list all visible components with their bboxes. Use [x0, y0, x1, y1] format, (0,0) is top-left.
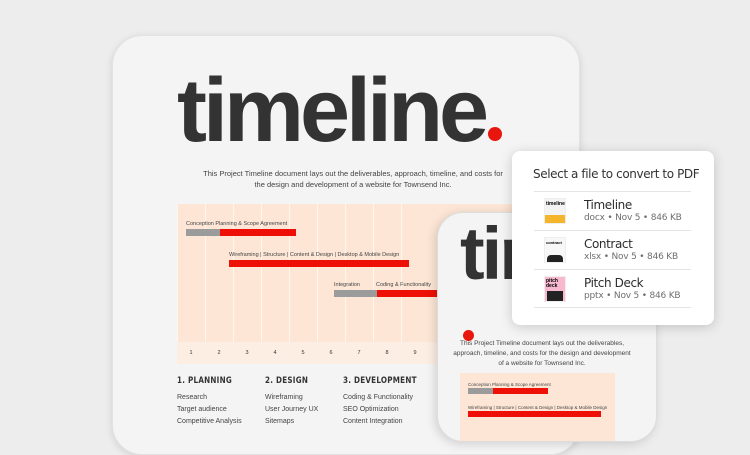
file-thumbnail: pitch deck: [544, 276, 566, 302]
section-item: Competitive Analysis: [177, 418, 242, 425]
column-divider: [373, 204, 374, 364]
section-design: 2. DESIGN Wireframing User Journey UX Si…: [265, 376, 319, 428]
popup-title: Select a file to convert to PDF: [533, 167, 700, 181]
chart-row-label: Coding & Functionality: [376, 282, 432, 288]
file-item-contract[interactable]: contract Contract xlsx • Nov 5 • 846 KB: [534, 230, 691, 269]
column-divider: [233, 204, 234, 364]
column-divider: [205, 204, 206, 364]
section-heading: 3. DEVELOPMENT: [343, 376, 417, 386]
bar-planning: [220, 229, 296, 236]
convert-to-pdf-popup: Select a file to convert to PDF timeline…: [512, 151, 714, 325]
bar-design: [468, 411, 601, 417]
section-heading: 1. PLANNING: [177, 376, 232, 386]
file-name: Pitch Deck: [584, 276, 644, 290]
bar-conception: [468, 388, 493, 394]
chart-row-label: Wireframing | Structure | Content & Desi…: [229, 252, 400, 258]
section-development: 3. DEVELOPMENT Coding & Functionality SE…: [343, 376, 435, 428]
column-number: 5: [301, 350, 305, 356]
section-item: User Journey UX: [265, 406, 319, 413]
column-divider: [289, 204, 290, 364]
file-thumbnail: contract: [544, 237, 566, 263]
bar-integration: [334, 290, 377, 297]
column-number: 6: [329, 350, 333, 356]
column-divider: [401, 204, 402, 364]
section-item: SEO Optimization: [343, 406, 399, 413]
column-number: 1: [189, 350, 193, 356]
file-meta: pptx • Nov 5 • 846 KB: [584, 291, 681, 301]
file-meta: xlsx • Nov 5 • 846 KB: [584, 252, 678, 262]
section-item: Research: [177, 394, 207, 401]
file-item-pitch-deck[interactable]: pitch deck Pitch Deck pptx • Nov 5 • 846…: [534, 269, 691, 308]
column-divider: [317, 204, 318, 364]
section-item: Coding & Functionality: [343, 394, 414, 401]
title-dot: [463, 330, 474, 341]
bar-design: [229, 260, 409, 267]
file-item-timeline[interactable]: timeline Timeline docx • Nov 5 • 846 KB: [534, 191, 691, 230]
section-item: Sitemaps: [265, 418, 295, 425]
column-divider: [177, 204, 178, 364]
bar-conception: [186, 229, 220, 236]
title-dot: [488, 127, 503, 141]
chart-row-label: Conception Planning & Scope Agreement: [468, 382, 551, 387]
chart-row-label: Conception Planning & Scope Agreement: [186, 221, 288, 227]
chart-row-label: Integration: [334, 282, 360, 288]
section-item: Target audience: [177, 406, 227, 413]
column-divider: [345, 204, 346, 364]
file-meta: docx • Nov 5 • 846 KB: [584, 213, 682, 223]
file-thumbnail: timeline: [544, 198, 566, 224]
phone-timeline-chart: Conception Planning & Scope Agreement Wi…: [460, 373, 615, 441]
column-divider: [261, 204, 262, 364]
column-number: 3: [245, 350, 249, 356]
column-number: 8: [385, 350, 389, 356]
column-number: 2: [217, 350, 221, 356]
section-planning: 1. PLANNING Research Target audience Com…: [177, 376, 246, 428]
column-number: 7: [357, 350, 361, 356]
file-name: Contract: [584, 237, 633, 251]
section-item: Wireframing: [265, 394, 303, 401]
document-title: timeline: [177, 66, 503, 156]
section-item: Content Integration: [343, 418, 403, 425]
file-name: Timeline: [584, 198, 632, 212]
phone-document-description: This Project Timeline document lays out …: [453, 340, 631, 367]
chart-row-label: Wireframing | Structure | Content & Desi…: [468, 405, 608, 410]
column-number: 9: [413, 350, 417, 356]
section-heading: 2. DESIGN: [265, 376, 309, 386]
bar-planning: [493, 388, 548, 394]
column-number: 4: [273, 350, 277, 356]
document-description: This Project Timeline document lays out …: [203, 169, 503, 189]
